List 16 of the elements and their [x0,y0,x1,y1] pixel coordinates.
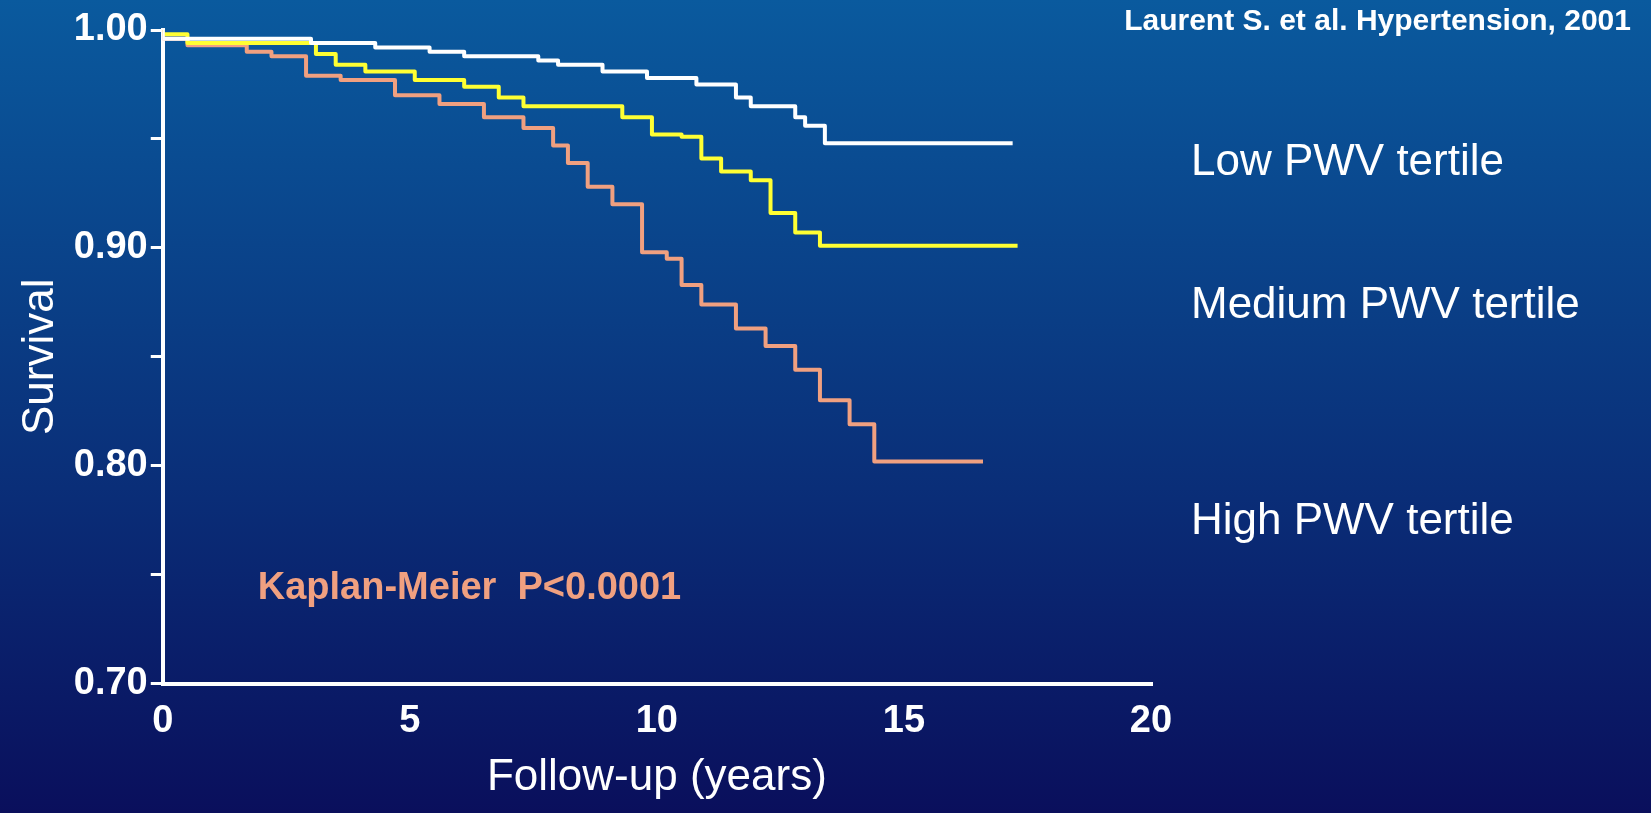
annotation: Laurent S. et al. Hypertension, 2001 [1124,3,1631,37]
x-tick-label: 20 [1129,697,1173,740]
y-tick-label: 0.90 [73,224,148,267]
x-axis-title: Follow-up (years) [486,749,827,799]
y-tick-label: 1.00 [73,6,148,49]
text: Low PWV tertile [1191,135,1504,185]
y-axis-title: Survival [12,278,62,436]
y-tick-label: 0.80 [73,442,148,485]
x-tick-label: 0 [152,697,174,740]
x-tick-label: 10 [635,697,679,740]
x-tick-label: 15 [882,697,926,740]
text: Medium PWV tertile [1191,277,1580,327]
annotation: Kaplan-Meier P<0.0001 [257,565,682,608]
x-tick-label: 5 [399,697,421,740]
y-tick-label: 0.70 [73,660,148,703]
text: High PWV tertile [1191,493,1514,543]
